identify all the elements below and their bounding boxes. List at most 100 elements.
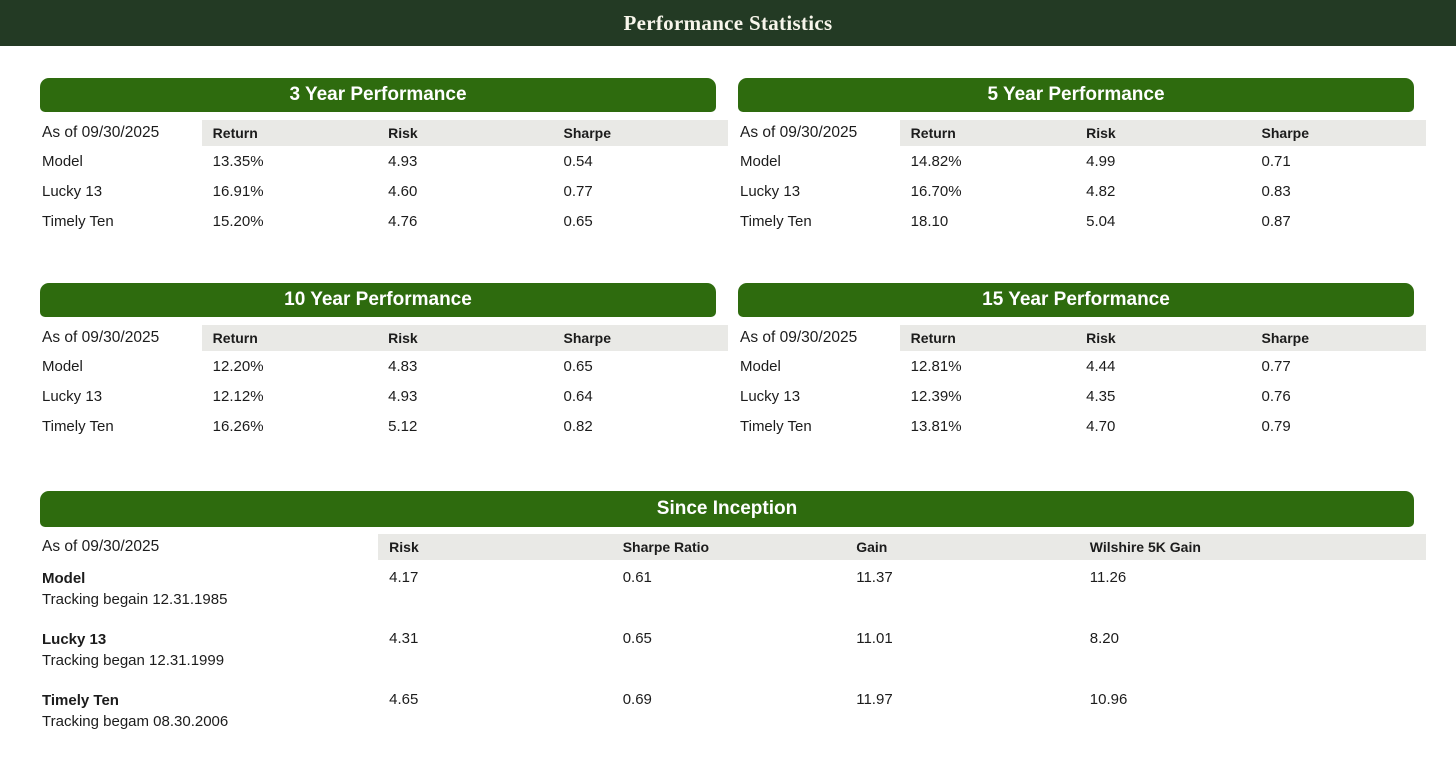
section-title: 3 Year Performance bbox=[289, 84, 467, 105]
table-row: Timely Ten 15.20% 4.76 0.65 bbox=[40, 206, 728, 236]
return-value: 16.26% bbox=[212, 417, 264, 435]
performance-tables-grid: 3 Year Performance As of 09/30/2025 Retu… bbox=[40, 78, 1426, 441]
wilshire-gain-value: 10.96 bbox=[1089, 691, 1128, 708]
gain-value: 11.97 bbox=[856, 691, 893, 708]
risk-value: 4.65 bbox=[389, 691, 419, 708]
sharpe-value: 0.87 bbox=[1261, 212, 1291, 230]
section-title: 10 Year Performance bbox=[284, 289, 472, 310]
row-label: Timely Ten bbox=[42, 417, 114, 435]
table-row: Lucky 13 12.39% 4.35 0.76 bbox=[738, 381, 1426, 411]
main-content: 3 Year Performance As of 09/30/2025 Retu… bbox=[40, 46, 1426, 743]
return-value: 12.39% bbox=[910, 387, 962, 405]
table-row: Lucky 13 12.12% 4.93 0.64 bbox=[40, 381, 728, 411]
risk-value: 4.93 bbox=[388, 387, 418, 405]
risk-value: 4.83 bbox=[388, 357, 418, 375]
sharpe-value: 0.71 bbox=[1261, 152, 1291, 170]
sharpe-value: 0.76 bbox=[1261, 387, 1291, 405]
column-header-gain: Gain bbox=[845, 534, 1079, 560]
sharpe-value: 0.64 bbox=[563, 387, 593, 405]
row-label: Model bbox=[42, 357, 83, 375]
gain-value: 11.37 bbox=[856, 569, 893, 586]
column-header-row: As of 09/30/2025 Return Risk Sharpe bbox=[738, 120, 1426, 146]
table-row: Timely Ten Tracking begam 08.30.2006 4.6… bbox=[40, 682, 1426, 743]
column-header-risk: Risk bbox=[378, 534, 612, 560]
risk-value: 4.76 bbox=[388, 212, 418, 230]
table-row: Timely Ten 16.26% 5.12 0.82 bbox=[40, 411, 728, 441]
section-header-bar: Since Inception bbox=[40, 491, 1414, 527]
table-row: Model Tracking begain 12.31.1985 4.17 0.… bbox=[40, 560, 1426, 621]
return-value: 13.35% bbox=[212, 152, 264, 170]
column-header-return: Return bbox=[899, 325, 1076, 351]
row-label: Lucky 13 bbox=[42, 631, 107, 648]
section-title: 5 Year Performance bbox=[987, 84, 1165, 105]
table-row: Lucky 13 16.70% 4.82 0.83 bbox=[738, 176, 1426, 206]
sharpe-ratio-value: 0.65 bbox=[622, 630, 652, 647]
column-header-return: Return bbox=[899, 120, 1076, 146]
table-row: Timely Ten 13.81% 4.70 0.79 bbox=[738, 411, 1426, 441]
column-header-risk: Risk bbox=[1075, 120, 1251, 146]
table-row: Model 14.82% 4.99 0.71 bbox=[738, 146, 1426, 176]
row-label: Timely Ten bbox=[42, 692, 119, 709]
risk-value: 4.82 bbox=[1086, 182, 1116, 200]
table-row: Timely Ten 18.10 5.04 0.87 bbox=[738, 206, 1426, 236]
performance-table-10-year: As of 09/30/2025 Return Risk Sharpe Mode… bbox=[40, 325, 728, 441]
as-of-date: As of 09/30/2025 bbox=[40, 534, 379, 560]
table-row: Lucky 13 16.91% 4.60 0.77 bbox=[40, 176, 728, 206]
as-of-date: As of 09/30/2025 bbox=[40, 120, 202, 146]
risk-value: 5.12 bbox=[388, 417, 418, 435]
row-label-cell: Lucky 13 Tracking began 12.31.1999 bbox=[40, 621, 378, 682]
risk-value: 4.35 bbox=[1086, 387, 1116, 405]
top-header-bar: Performance Statistics bbox=[0, 0, 1456, 46]
section-header-bar: 3 Year Performance bbox=[40, 78, 716, 112]
section-3-year: 3 Year Performance As of 09/30/2025 Retu… bbox=[40, 78, 728, 236]
as-of-date: As of 09/30/2025 bbox=[738, 120, 900, 146]
column-header-wilshire-gain: Wilshire 5K Gain bbox=[1078, 534, 1426, 560]
column-header-sharpe-ratio: Sharpe Ratio bbox=[611, 534, 846, 560]
column-header-sharpe: Sharpe bbox=[552, 120, 728, 146]
sharpe-value: 0.77 bbox=[563, 182, 593, 200]
row-label-cell: Timely Ten Tracking begam 08.30.2006 bbox=[40, 682, 378, 743]
section-header-bar: 5 Year Performance bbox=[738, 78, 1414, 112]
risk-value: 4.60 bbox=[388, 182, 418, 200]
return-value: 14.82% bbox=[910, 152, 962, 170]
section-title: 15 Year Performance bbox=[982, 289, 1170, 310]
row-label: Timely Ten bbox=[42, 212, 114, 230]
column-header-row: As of 09/30/2025 Return Risk Sharpe bbox=[738, 325, 1426, 351]
row-label: Model bbox=[740, 152, 781, 170]
return-value: 16.91% bbox=[212, 182, 264, 200]
return-value: 16.70% bbox=[910, 182, 962, 200]
performance-table-15-year: As of 09/30/2025 Return Risk Sharpe Mode… bbox=[738, 325, 1426, 441]
risk-value: 4.70 bbox=[1086, 417, 1116, 435]
section-title: Since Inception bbox=[656, 498, 798, 519]
column-header-return: Return bbox=[201, 325, 378, 351]
column-header-row: As of 09/30/2025 Risk Sharpe Ratio Gain … bbox=[40, 534, 1426, 560]
column-header-sharpe: Sharpe bbox=[552, 325, 728, 351]
tracking-since-note: Tracking begain 12.31.1985 bbox=[42, 591, 228, 608]
risk-value: 5.04 bbox=[1086, 212, 1116, 230]
section-15-year: 15 Year Performance As of 09/30/2025 Ret… bbox=[738, 283, 1426, 441]
row-label: Lucky 13 bbox=[740, 182, 801, 200]
column-header-risk: Risk bbox=[1075, 325, 1251, 351]
table-row: Lucky 13 Tracking began 12.31.1999 4.31 … bbox=[40, 621, 1426, 682]
row-label: Model bbox=[42, 570, 86, 587]
sharpe-value: 0.79 bbox=[1261, 417, 1291, 435]
performance-table-5-year: As of 09/30/2025 Return Risk Sharpe Mode… bbox=[738, 120, 1426, 236]
risk-value: 4.44 bbox=[1086, 357, 1116, 375]
column-header-risk: Risk bbox=[377, 325, 553, 351]
as-of-date: As of 09/30/2025 bbox=[40, 325, 202, 351]
sharpe-value: 0.65 bbox=[563, 212, 593, 230]
table-row: Model 12.81% 4.44 0.77 bbox=[738, 351, 1426, 381]
sharpe-value: 0.65 bbox=[563, 357, 593, 375]
sharpe-value: 0.77 bbox=[1261, 357, 1291, 375]
return-value: 12.81% bbox=[910, 357, 962, 375]
tracking-since-note: Tracking begam 08.30.2006 bbox=[42, 713, 229, 730]
risk-value: 4.99 bbox=[1086, 152, 1116, 170]
row-label: Timely Ten bbox=[740, 212, 812, 230]
row-label: Model bbox=[740, 357, 781, 375]
section-10-year: 10 Year Performance As of 09/30/2025 Ret… bbox=[40, 283, 728, 441]
column-header-sharpe: Sharpe bbox=[1250, 120, 1426, 146]
table-row: Model 12.20% 4.83 0.65 bbox=[40, 351, 728, 381]
sharpe-value: 0.83 bbox=[1261, 182, 1291, 200]
section-header-bar: 15 Year Performance bbox=[738, 283, 1414, 317]
return-value: 18.10 bbox=[910, 212, 949, 230]
